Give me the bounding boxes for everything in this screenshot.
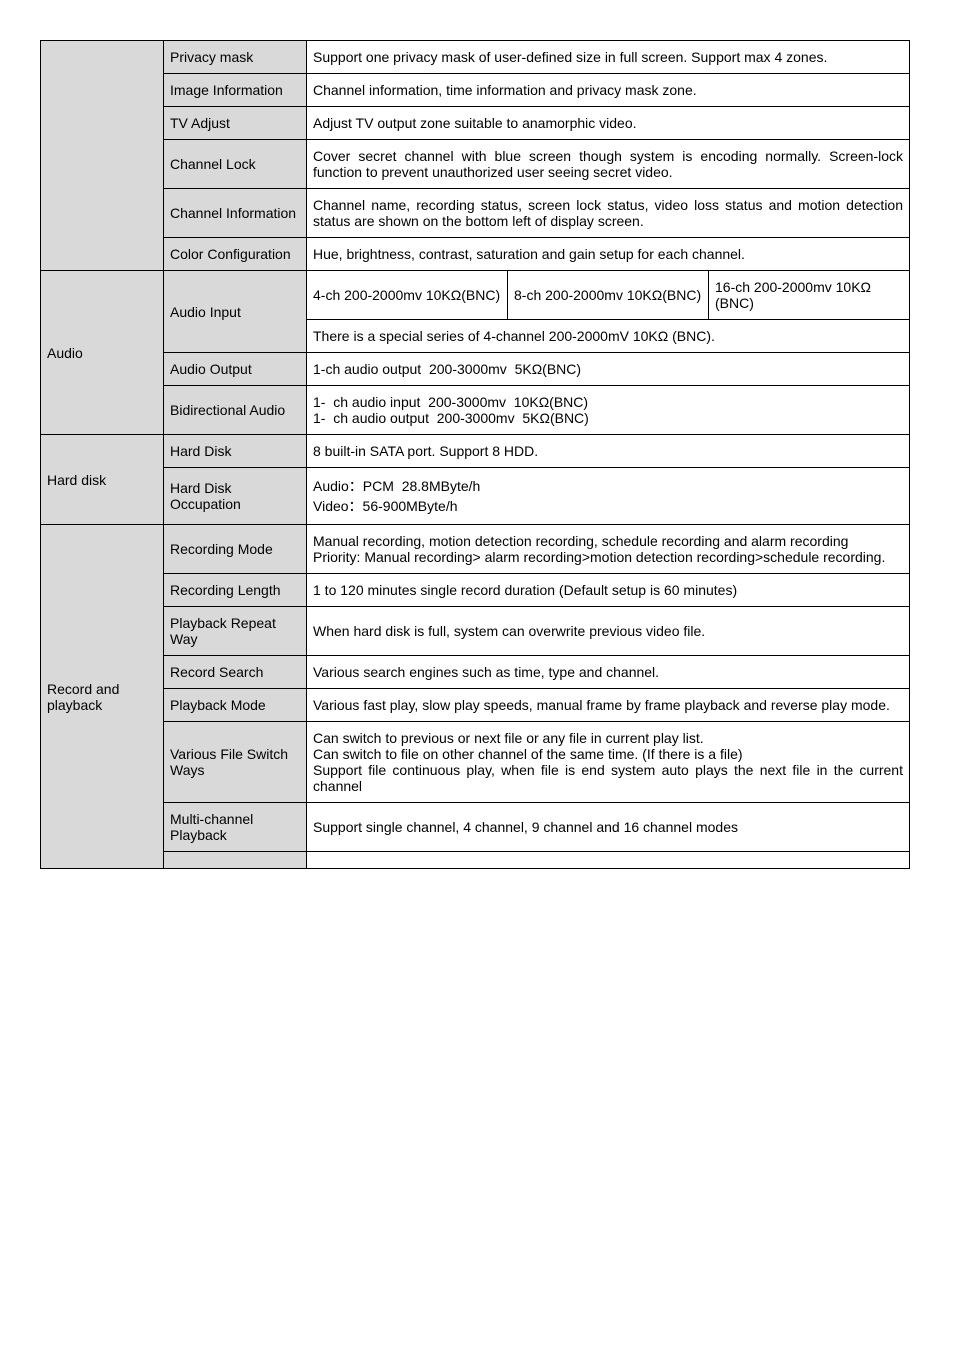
row-pb-mode: Playback Mode Various fast play, slow pl… — [41, 689, 910, 722]
desc-bidirectional: 1- ch audio input 200-3000mv 10KΩ(BNC) 1… — [307, 386, 910, 435]
row-rec-search: Record Search Various search engines suc… — [41, 656, 910, 689]
param-pb-mode: Playback Mode — [164, 689, 307, 722]
desc-hd-occupation: Audio：PCM 28.8MByte/h Video：56-900MByte/… — [307, 468, 910, 525]
param-bidirectional: Bidirectional Audio — [164, 386, 307, 435]
param-tv-adjust: TV Adjust — [164, 107, 307, 140]
desc-var-file: Can switch to previous or next file or a… — [307, 722, 910, 803]
audio-input-8ch: 8-ch 200-2000mv 10KΩ(BNC) — [508, 271, 709, 320]
row-color-config: Color Configuration Hue, brightness, con… — [41, 238, 910, 271]
param-audio-input: Audio Input — [164, 271, 307, 353]
row-bidirectional: Bidirectional Audio 1- ch audio input 20… — [41, 386, 910, 435]
desc-image-info: Channel information, time information an… — [307, 74, 910, 107]
row-rec-mode: Record and playback Recording Mode Manua… — [41, 525, 910, 574]
param-rec-length: Recording Length — [164, 574, 307, 607]
row-hard-disk: Hard disk Hard Disk 8 built-in SATA port… — [41, 435, 910, 468]
param-rec-mode: Recording Mode — [164, 525, 307, 574]
audio-input-note: There is a special series of 4-channel 2… — [307, 320, 910, 353]
param-var-file: Various File Switch Ways — [164, 722, 307, 803]
desc-pb-mode: Various fast play, slow play speeds, man… — [307, 689, 910, 722]
param-pb-repeat: Playback Repeat Way — [164, 607, 307, 656]
desc-audio-output: 1-ch audio output 200-3000mv 5KΩ(BNC) — [307, 353, 910, 386]
row-trailing — [41, 852, 910, 869]
row-var-file: Various File Switch Ways Can switch to p… — [41, 722, 910, 803]
row-channel-info: Channel Information Channel name, record… — [41, 189, 910, 238]
param-color-config: Color Configuration — [164, 238, 307, 271]
desc-color-config: Hue, brightness, contrast, saturation an… — [307, 238, 910, 271]
cat-hard-disk: Hard disk — [41, 435, 164, 525]
param-trailing — [164, 852, 307, 869]
param-hard-disk: Hard Disk — [164, 435, 307, 468]
row-tv-adjust: TV Adjust Adjust TV output zone suitable… — [41, 107, 910, 140]
param-hd-occupation: Hard Disk Occupation — [164, 468, 307, 525]
audio-input-4ch: 4-ch 200-2000mv 10KΩ(BNC) — [307, 271, 508, 320]
row-hd-occupation: Hard Disk Occupation Audio：PCM 28.8MByte… — [41, 468, 910, 525]
audio-input-16ch: 16-ch 200-2000mv 10KΩ (BNC) — [709, 271, 910, 320]
param-audio-output: Audio Output — [164, 353, 307, 386]
row-pb-repeat: Playback Repeat Way When hard disk is fu… — [41, 607, 910, 656]
row-rec-length: Recording Length 1 to 120 minutes single… — [41, 574, 910, 607]
param-multi-channel: Multi-channel Playback — [164, 803, 307, 852]
cat-blank — [41, 41, 164, 271]
param-privacy-mask: Privacy mask — [164, 41, 307, 74]
row-image-info: Image Information Channel information, t… — [41, 74, 910, 107]
row-audio-input-1: Audio Audio Input 4-ch 200-2000mv 10KΩ(B… — [41, 271, 910, 320]
desc-channel-lock: Cover secret channel with blue screen th… — [307, 140, 910, 189]
row-privacy-mask: Privacy mask Support one privacy mask of… — [41, 41, 910, 74]
desc-trailing — [307, 852, 910, 869]
param-channel-info: Channel Information — [164, 189, 307, 238]
cat-audio: Audio — [41, 271, 164, 435]
row-audio-output: Audio Output 1-ch audio output 200-3000m… — [41, 353, 910, 386]
desc-rec-mode: Manual recording, motion detection recor… — [307, 525, 910, 574]
param-rec-search: Record Search — [164, 656, 307, 689]
desc-privacy-mask: Support one privacy mask of user-defined… — [307, 41, 910, 74]
desc-hard-disk: 8 built-in SATA port. Support 8 HDD. — [307, 435, 910, 468]
desc-pb-repeat: When hard disk is full, system can overw… — [307, 607, 910, 656]
desc-multi-channel: Support single channel, 4 channel, 9 cha… — [307, 803, 910, 852]
row-channel-lock: Channel Lock Cover secret channel with b… — [41, 140, 910, 189]
desc-rec-length: 1 to 120 minutes single record duration … — [307, 574, 910, 607]
param-channel-lock: Channel Lock — [164, 140, 307, 189]
cat-record-playback: Record and playback — [41, 525, 164, 869]
desc-rec-search: Various search engines such as time, typ… — [307, 656, 910, 689]
desc-channel-info: Channel name, recording status, screen l… — [307, 189, 910, 238]
param-image-info: Image Information — [164, 74, 307, 107]
desc-tv-adjust: Adjust TV output zone suitable to anamor… — [307, 107, 910, 140]
row-multi-channel: Multi-channel Playback Support single ch… — [41, 803, 910, 852]
spec-table: Privacy mask Support one privacy mask of… — [40, 40, 910, 869]
